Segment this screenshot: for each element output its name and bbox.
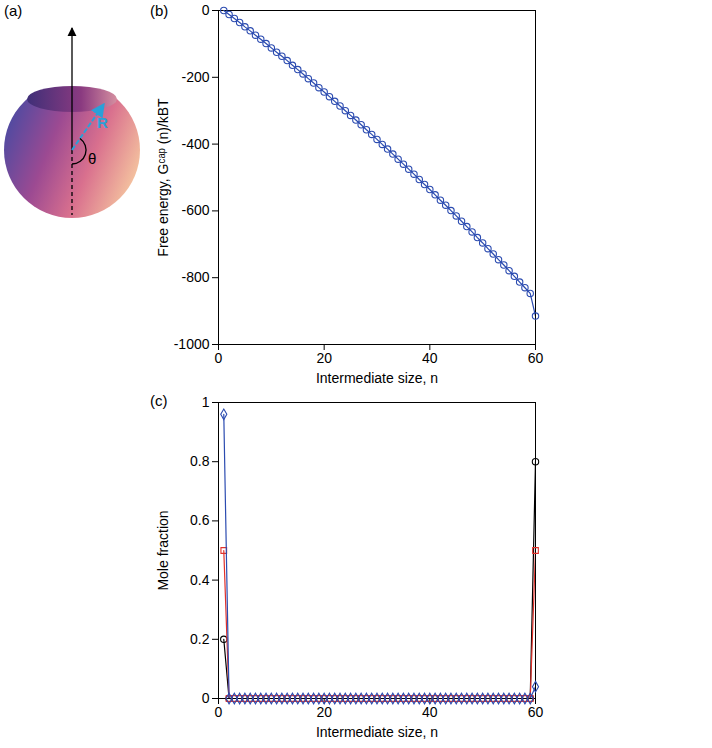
svg-text:-600: -600 xyxy=(181,202,209,218)
svg-text:60: 60 xyxy=(528,704,544,720)
svg-text:60: 60 xyxy=(528,350,544,366)
html-text:(c): (c) xyxy=(150,392,168,409)
svg-text:0.2: 0.2 xyxy=(190,631,210,647)
svg-text:-400: -400 xyxy=(181,136,209,152)
html-text:(a): (a) xyxy=(4,2,23,19)
svg-text:0: 0 xyxy=(215,350,223,366)
svg-text:0.6: 0.6 xyxy=(190,512,210,528)
svg-text:θ: θ xyxy=(88,150,96,167)
svg-text:Intermediate size, n: Intermediate size, n xyxy=(316,370,438,386)
svg-text:0.8: 0.8 xyxy=(190,453,210,469)
svg-text:Intermediate size, n: Intermediate size, n xyxy=(316,724,438,740)
svg-text:20: 20 xyxy=(316,350,332,366)
svg-text:40: 40 xyxy=(422,350,438,366)
svg-text:0: 0 xyxy=(215,704,223,720)
svg-text:0: 0 xyxy=(202,2,210,18)
svg-text:20: 20 xyxy=(316,704,332,720)
html-text:(b): (b) xyxy=(150,2,169,19)
svg-text:-800: -800 xyxy=(181,269,209,285)
svg-text:1: 1 xyxy=(202,394,210,410)
svg-text:-200: -200 xyxy=(181,69,209,85)
svg-text:40: 40 xyxy=(422,704,438,720)
svg-text:0.4: 0.4 xyxy=(190,572,210,588)
svg-text:Free energy, Gᶜᵃᵖ (n)/kBT: Free energy, Gᶜᵃᵖ (n)/kBT xyxy=(155,98,171,257)
svg-text:0: 0 xyxy=(202,690,210,706)
svg-text:Mole fraction: Mole fraction xyxy=(155,510,171,590)
svg-text:R: R xyxy=(97,114,108,131)
svg-text:-1000: -1000 xyxy=(174,336,210,352)
